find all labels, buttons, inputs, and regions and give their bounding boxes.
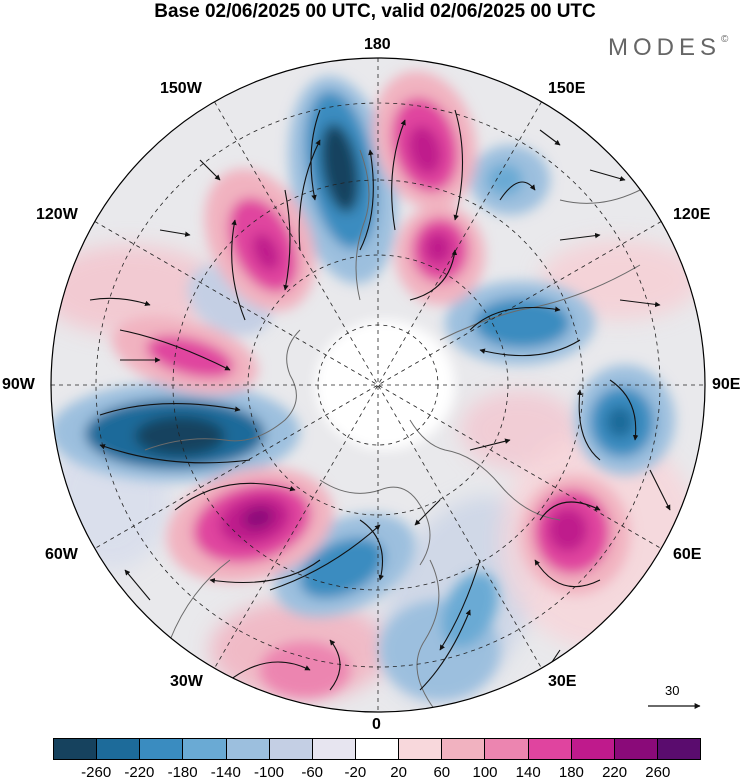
- lon-label-30w: 30W: [170, 673, 203, 690]
- colorbar-cell: [269, 739, 313, 759]
- colorbar-cell: [140, 739, 184, 759]
- colorbar-cell: [183, 739, 227, 759]
- colorbar-tick-label: 220: [602, 764, 628, 781]
- colorbar-tick-label: 60: [433, 764, 451, 781]
- page-title: Base 02/06/2025 00 UTC, valid 02/06/2025…: [154, 1, 596, 22]
- lon-label-90w: 90W: [2, 376, 35, 393]
- colorbar-cell: [355, 739, 400, 759]
- colorbar-cell: [528, 739, 572, 759]
- reference-vector-label: 30: [665, 683, 680, 698]
- graticule: [51, 58, 705, 712]
- colorbar-cell: [657, 739, 701, 759]
- map-border: [50, 57, 706, 713]
- lon-label-0: 0: [372, 716, 381, 733]
- brand-mark: ©: [721, 34, 729, 45]
- anomaly-blobs: [51, 71, 675, 700]
- lon-label-150w: 150W: [160, 80, 202, 97]
- colorbar-tick-label: 180: [558, 764, 584, 781]
- map-disk: [51, 58, 705, 712]
- lon-label-60e: 60E: [673, 546, 702, 563]
- brand-text: MODES: [608, 34, 722, 61]
- colorbar-ticks: -260 -220 -180 -140 -100 -60 -20 20 60 100 140 180 2…: [0, 764, 750, 782]
- colorbar-tick-label: 140: [515, 764, 541, 781]
- lon-label-120w: 120W: [36, 206, 78, 223]
- brand-logo: MODES©: [608, 34, 728, 62]
- polar-cap: [315, 320, 455, 450]
- colorbar-cell: [97, 739, 141, 759]
- colorbar-tick-label: 260: [645, 764, 671, 781]
- lon-label-90e: 90E: [712, 376, 741, 393]
- lon-label-150e: 150E: [548, 80, 586, 97]
- colorbar-tick-label: -260: [81, 764, 112, 781]
- colorbar-tick-label: 100: [472, 764, 498, 781]
- lon-label-60w: 60W: [45, 546, 78, 563]
- colorbar-cell: [312, 739, 356, 759]
- lon-label-30e: 30E: [548, 673, 577, 690]
- colorbar-cell: [54, 739, 98, 759]
- colorbar-tick-label: -140: [210, 764, 241, 781]
- coastlines: [144, 149, 641, 711]
- colorbar-tick-label: -220: [124, 764, 155, 781]
- colorbar-cell: [571, 739, 615, 759]
- colorbar-tick-label: -60: [301, 764, 324, 781]
- wind-vectors: [89, 109, 671, 691]
- colorbar: [53, 738, 701, 760]
- colorbar-tick-label: -20: [344, 764, 367, 781]
- colorbar-cell: [442, 739, 486, 759]
- lon-label-120e: 120E: [673, 206, 711, 223]
- lon-label-180: 180: [364, 36, 391, 53]
- colorbar-cell: [399, 739, 443, 759]
- colorbar-tick-label: 20: [390, 764, 407, 781]
- colorbar-cell: [485, 739, 529, 759]
- colorbar-tick-label: -100: [253, 764, 285, 781]
- colorbar-tick-label: -180: [167, 764, 198, 781]
- colorbar-cell: [226, 739, 270, 759]
- colorbar-cell: [614, 739, 658, 759]
